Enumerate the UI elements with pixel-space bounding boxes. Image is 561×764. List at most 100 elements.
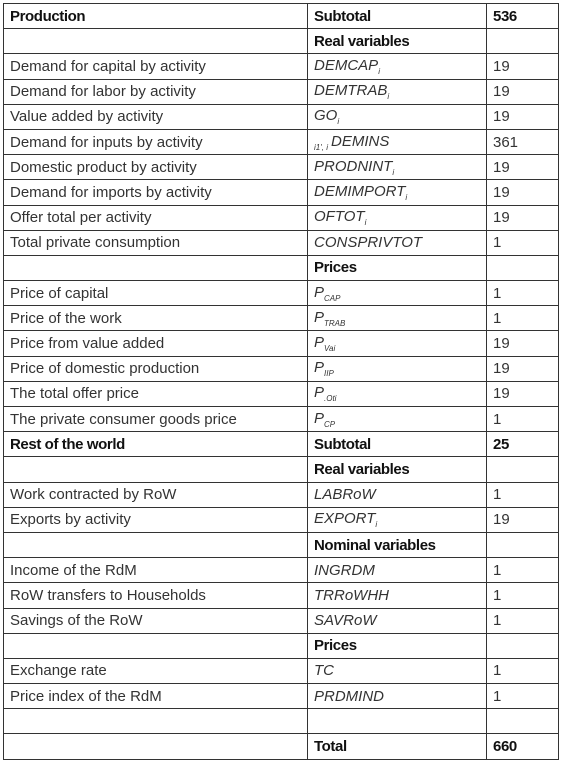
variable-name: CONSPRIVTOT [314,234,423,252]
variable-name: TRRoWHH [314,586,389,604]
variable-cell: PVai [307,330,487,357]
variable-subscript: i [392,167,395,177]
table-row: Price index of the RdM PRDMIND 1 [3,683,559,710]
description: The private consumer goods price [3,405,308,433]
description: The total offer price [3,380,308,408]
variable-cell: DEMTRABi [307,78,487,105]
empty-cell [486,456,559,483]
table-row: Prices [3,254,559,282]
table-row: Real variables [3,456,559,483]
count: 19 [486,154,559,181]
empty-cell [486,531,559,559]
description: Price from value added [3,330,308,357]
variable-subscript: i [337,117,340,127]
section-heading: Prices [307,632,487,659]
table-row: Exchange rate TC 1 [3,657,559,685]
variable-subscript: i [364,218,367,228]
subtotal-label: Subtotal [307,431,487,458]
empty-cell [307,708,487,735]
variable-prefix: i1', i [314,142,328,152]
total-label: Total [307,733,487,760]
table-row: Price of domestic production PIIP 19 [3,355,559,382]
table-row: Work contracted by RoW LABRoW 1 [3,481,559,508]
count: 19 [486,330,559,357]
empty-cell [3,28,308,55]
variable-cell: EXPORTi [307,506,487,533]
count: 1 [486,481,559,508]
variable-cell: i1', i DEMINS [307,128,487,156]
variable-subscript: Vai [324,344,336,354]
block-title: Rest of the world [3,431,308,458]
table-row: Demand for capital by activity DEMCAPi 19 [3,53,559,80]
variable-cell: GOi [307,103,487,130]
variable-cell: PCP [307,405,487,433]
variable-name: P [314,334,325,352]
variable-name: P [314,359,325,377]
table-row: The total offer price P.Oti 19 [3,380,559,408]
variable-cell: PTRAB [307,305,487,332]
table-row: RoW transfers to Households TRRoWHH 1 [3,582,559,609]
variable-name: EXPORT [314,510,376,528]
variable-cell: INGRDM [307,557,487,584]
count: 19 [486,78,559,105]
description: Exchange rate [3,657,308,685]
count: 19 [486,179,559,206]
variable-subscript: .Oti [324,394,337,404]
section-heading: Prices [307,254,487,282]
variable-cell: SAVRoW [307,607,487,634]
count: 1 [486,557,559,584]
count: 19 [486,355,559,382]
count: 1 [486,683,559,710]
variable-cell: P.Oti [307,380,487,408]
variable-name: GO [314,107,338,125]
count: 1 [486,582,559,609]
table-row: Exports by activity EXPORTi 19 [3,506,559,533]
table-row: Rest of the world Subtotal 25 [3,431,559,458]
count: 19 [486,103,559,130]
variable-name: P [314,283,325,301]
table-row: Production Subtotal 536 [3,2,559,30]
variable-cell: LABRoW [307,481,487,508]
variable-subscript: TRAB [324,318,346,328]
variable-name: TC [314,662,334,680]
description: Work contracted by RoW [3,481,308,508]
empty-cell [486,632,559,659]
table-row: Total 660 [3,733,559,760]
variable-subscript: CP [324,419,336,429]
empty-cell [486,28,559,55]
empty-cell [3,254,308,282]
description: Demand for inputs by activity [3,128,308,156]
table-body: Production Subtotal 536 Real variables Deman… [3,2,559,760]
count: 19 [486,380,559,408]
variable-subscript: i [378,66,380,76]
variable-cell: CONSPRIVTOT [307,229,487,256]
variable-cell: OFTOTi [307,204,487,231]
count: 19 [486,53,559,80]
variable-cell: PRODNINTi [307,154,487,181]
variable-subscript: i [405,192,408,202]
table-row: Value added by activity GOi 19 [3,103,559,130]
section-heading: Nominal variables [307,531,487,559]
description: Demand for labor by activity [3,78,308,105]
variable-name: DEMINS [330,132,390,150]
count: 1 [486,657,559,685]
table-row: The private consumer goods price PCP 1 [3,405,559,433]
variable-name: DEMCAP [314,56,379,74]
empty-cell [486,708,559,735]
table-row: Domestic product by activity PRODNINTi 19 [3,154,559,181]
count: 361 [486,128,559,156]
description: Income of the RdM [3,557,308,584]
variable-name: PRODNINT [314,157,393,175]
description: Price index of the RdM [3,683,308,710]
description: Offer total per activity [3,204,308,231]
variable-subscript: i [387,92,390,102]
variable-cell: PRDMIND [307,683,487,710]
description: Demand for imports by activity [3,179,308,206]
count: 1 [486,280,559,307]
empty-cell [3,708,308,735]
variable-name: P [314,308,325,326]
variable-cell: PCAP [307,280,487,307]
variable-name: P [314,409,325,427]
count: 1 [486,229,559,256]
